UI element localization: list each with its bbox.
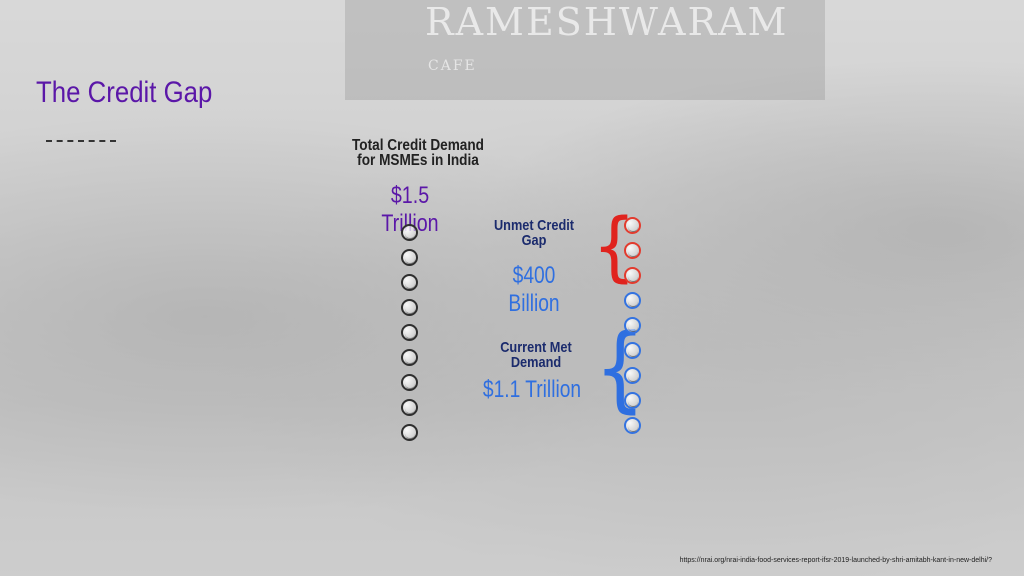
- met-demand-circle-icon: [624, 417, 641, 434]
- source-link[interactable]: https://nrai.org/nrai-india-food-service…: [679, 557, 992, 564]
- met-demand-value: $1.1 Trillion: [482, 376, 582, 403]
- unmet-gap-value: $400 Billion: [508, 262, 560, 317]
- store-sign-name: RAMESHWARAM: [425, 0, 789, 44]
- total-demand-heading: Total Credit Demand for MSMEs in India: [352, 137, 484, 169]
- total-demand-circle-icon: [401, 349, 418, 366]
- total-demand-circle-icon: [401, 399, 418, 416]
- met-demand-circle-icon: [624, 317, 641, 334]
- met-demand-label: Current Met Demand: [500, 339, 572, 371]
- total-demand-circle-icon: [401, 224, 418, 241]
- store-sign-sub: CAFE: [428, 58, 477, 74]
- total-demand-circle-icon: [401, 274, 418, 291]
- total-demand-circle-icon: [401, 374, 418, 391]
- met-demand-circle-icon: [624, 342, 641, 359]
- unmet-gap-circle-icon: [624, 267, 641, 284]
- title-underline: [46, 140, 116, 144]
- total-demand-circle-icon: [401, 424, 418, 441]
- split-demand-circles: [624, 217, 641, 442]
- met-demand-circle-icon: [624, 392, 641, 409]
- unmet-gap-label: Unmet Credit Gap: [493, 217, 575, 249]
- unmet-gap-circle-icon: [624, 242, 641, 259]
- met-demand-circle-icon: [624, 292, 641, 309]
- store-sign: [345, 0, 825, 100]
- total-demand-value: $1.5 Trillion: [381, 182, 438, 237]
- total-demand-circle-icon: [401, 299, 418, 316]
- total-demand-circle-icon: [401, 324, 418, 341]
- total-demand-circle-icon: [401, 249, 418, 266]
- unmet-gap-circle-icon: [624, 217, 641, 234]
- slide-title: The Credit Gap: [36, 76, 213, 109]
- total-demand-circles: [401, 224, 418, 449]
- met-demand-circle-icon: [624, 367, 641, 384]
